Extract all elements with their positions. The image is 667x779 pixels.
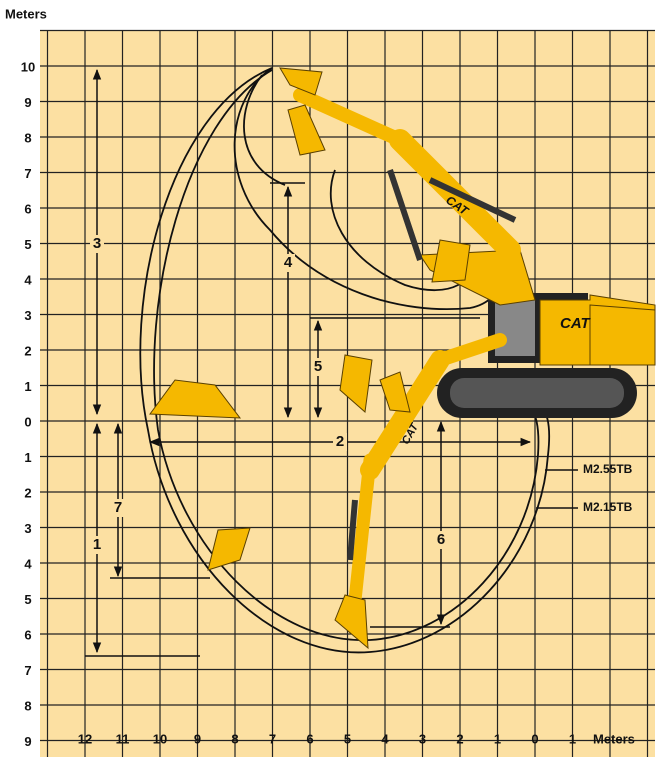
excavator: CAT CAT CAT <box>149 67 656 650</box>
cab-window <box>495 298 535 356</box>
column-label: 7 <box>269 731 276 746</box>
brand-logo: CAT <box>560 315 592 332</box>
row-label: 0 <box>24 414 31 429</box>
dimension-label-bg <box>90 235 104 253</box>
cylinder <box>347 499 358 561</box>
row-label: 7 <box>24 166 31 181</box>
dimension-label-bg <box>434 531 448 549</box>
row-label: 7 <box>24 663 31 678</box>
row-label: 1 <box>24 379 31 394</box>
row-label: 6 <box>24 201 31 216</box>
column-label: 1 <box>494 731 501 746</box>
boom-low <box>360 350 450 480</box>
row-label: 4 <box>24 556 32 571</box>
row-label: 9 <box>24 95 31 110</box>
column-label: 9 <box>194 731 201 746</box>
track-frame <box>450 378 624 408</box>
dimension-label: 3 <box>93 235 101 252</box>
row-label: 3 <box>24 521 31 536</box>
row-label: 8 <box>24 130 31 145</box>
dimension-label-bg <box>111 499 125 517</box>
dimension-label: 5 <box>314 358 322 375</box>
dimension-label: 6 <box>437 531 445 548</box>
column-label: 8 <box>231 731 238 746</box>
y-axis-label: Meters <box>5 6 47 21</box>
bucket <box>379 371 411 413</box>
bucket <box>334 594 369 650</box>
cylinder <box>428 177 517 223</box>
dimension-label-bg <box>311 358 325 376</box>
dimension-label: 4 <box>284 254 293 271</box>
row-label: 10 <box>21 59 35 74</box>
dimension-label: 1 <box>93 536 101 553</box>
row-label: 2 <box>24 343 31 358</box>
stick <box>293 88 407 147</box>
column-label: 0 <box>531 731 538 746</box>
column-label: 12 <box>78 731 92 746</box>
bucket <box>207 527 251 571</box>
dimension-label-bg <box>90 536 104 554</box>
dimension-label: 7 <box>114 499 122 516</box>
row-label: 5 <box>24 592 31 607</box>
row-label: 9 <box>24 734 31 749</box>
row-label: 1 <box>24 450 31 465</box>
row-label: 3 <box>24 308 31 323</box>
envelope-inner <box>153 69 540 641</box>
column-label: 2 <box>456 731 463 746</box>
column-label: 3 <box>419 731 426 746</box>
column-label: 4 <box>381 731 389 746</box>
model-label: M2.55TB <box>583 462 633 476</box>
bucket <box>149 379 242 419</box>
boom-low <box>433 333 507 367</box>
column-label: 6 <box>306 731 313 746</box>
reach-curve-2 <box>243 74 286 186</box>
row-label: 8 <box>24 698 31 713</box>
row-label: 2 <box>24 485 31 500</box>
bucket <box>339 354 373 413</box>
model-label: M2.15TB <box>583 500 633 514</box>
stick-low <box>348 453 377 607</box>
dimension-label-bg <box>333 433 347 451</box>
bucket <box>279 67 323 96</box>
row-label: 4 <box>24 272 32 287</box>
dimension-label-bg <box>281 254 295 272</box>
x-axis-label: Meters <box>593 731 635 746</box>
bucket <box>287 104 326 156</box>
dimension-label: 2 <box>336 433 344 450</box>
engine-hood <box>589 304 656 366</box>
bucket <box>431 239 471 283</box>
column-label: 1 <box>569 731 576 746</box>
column-label: 11 <box>116 731 130 746</box>
cylinder <box>387 169 423 261</box>
column-label: 5 <box>344 731 351 746</box>
row-label: 6 <box>24 627 31 642</box>
row-label: 5 <box>24 237 31 252</box>
envelope-outer <box>139 67 551 654</box>
column-label: 10 <box>153 731 167 746</box>
